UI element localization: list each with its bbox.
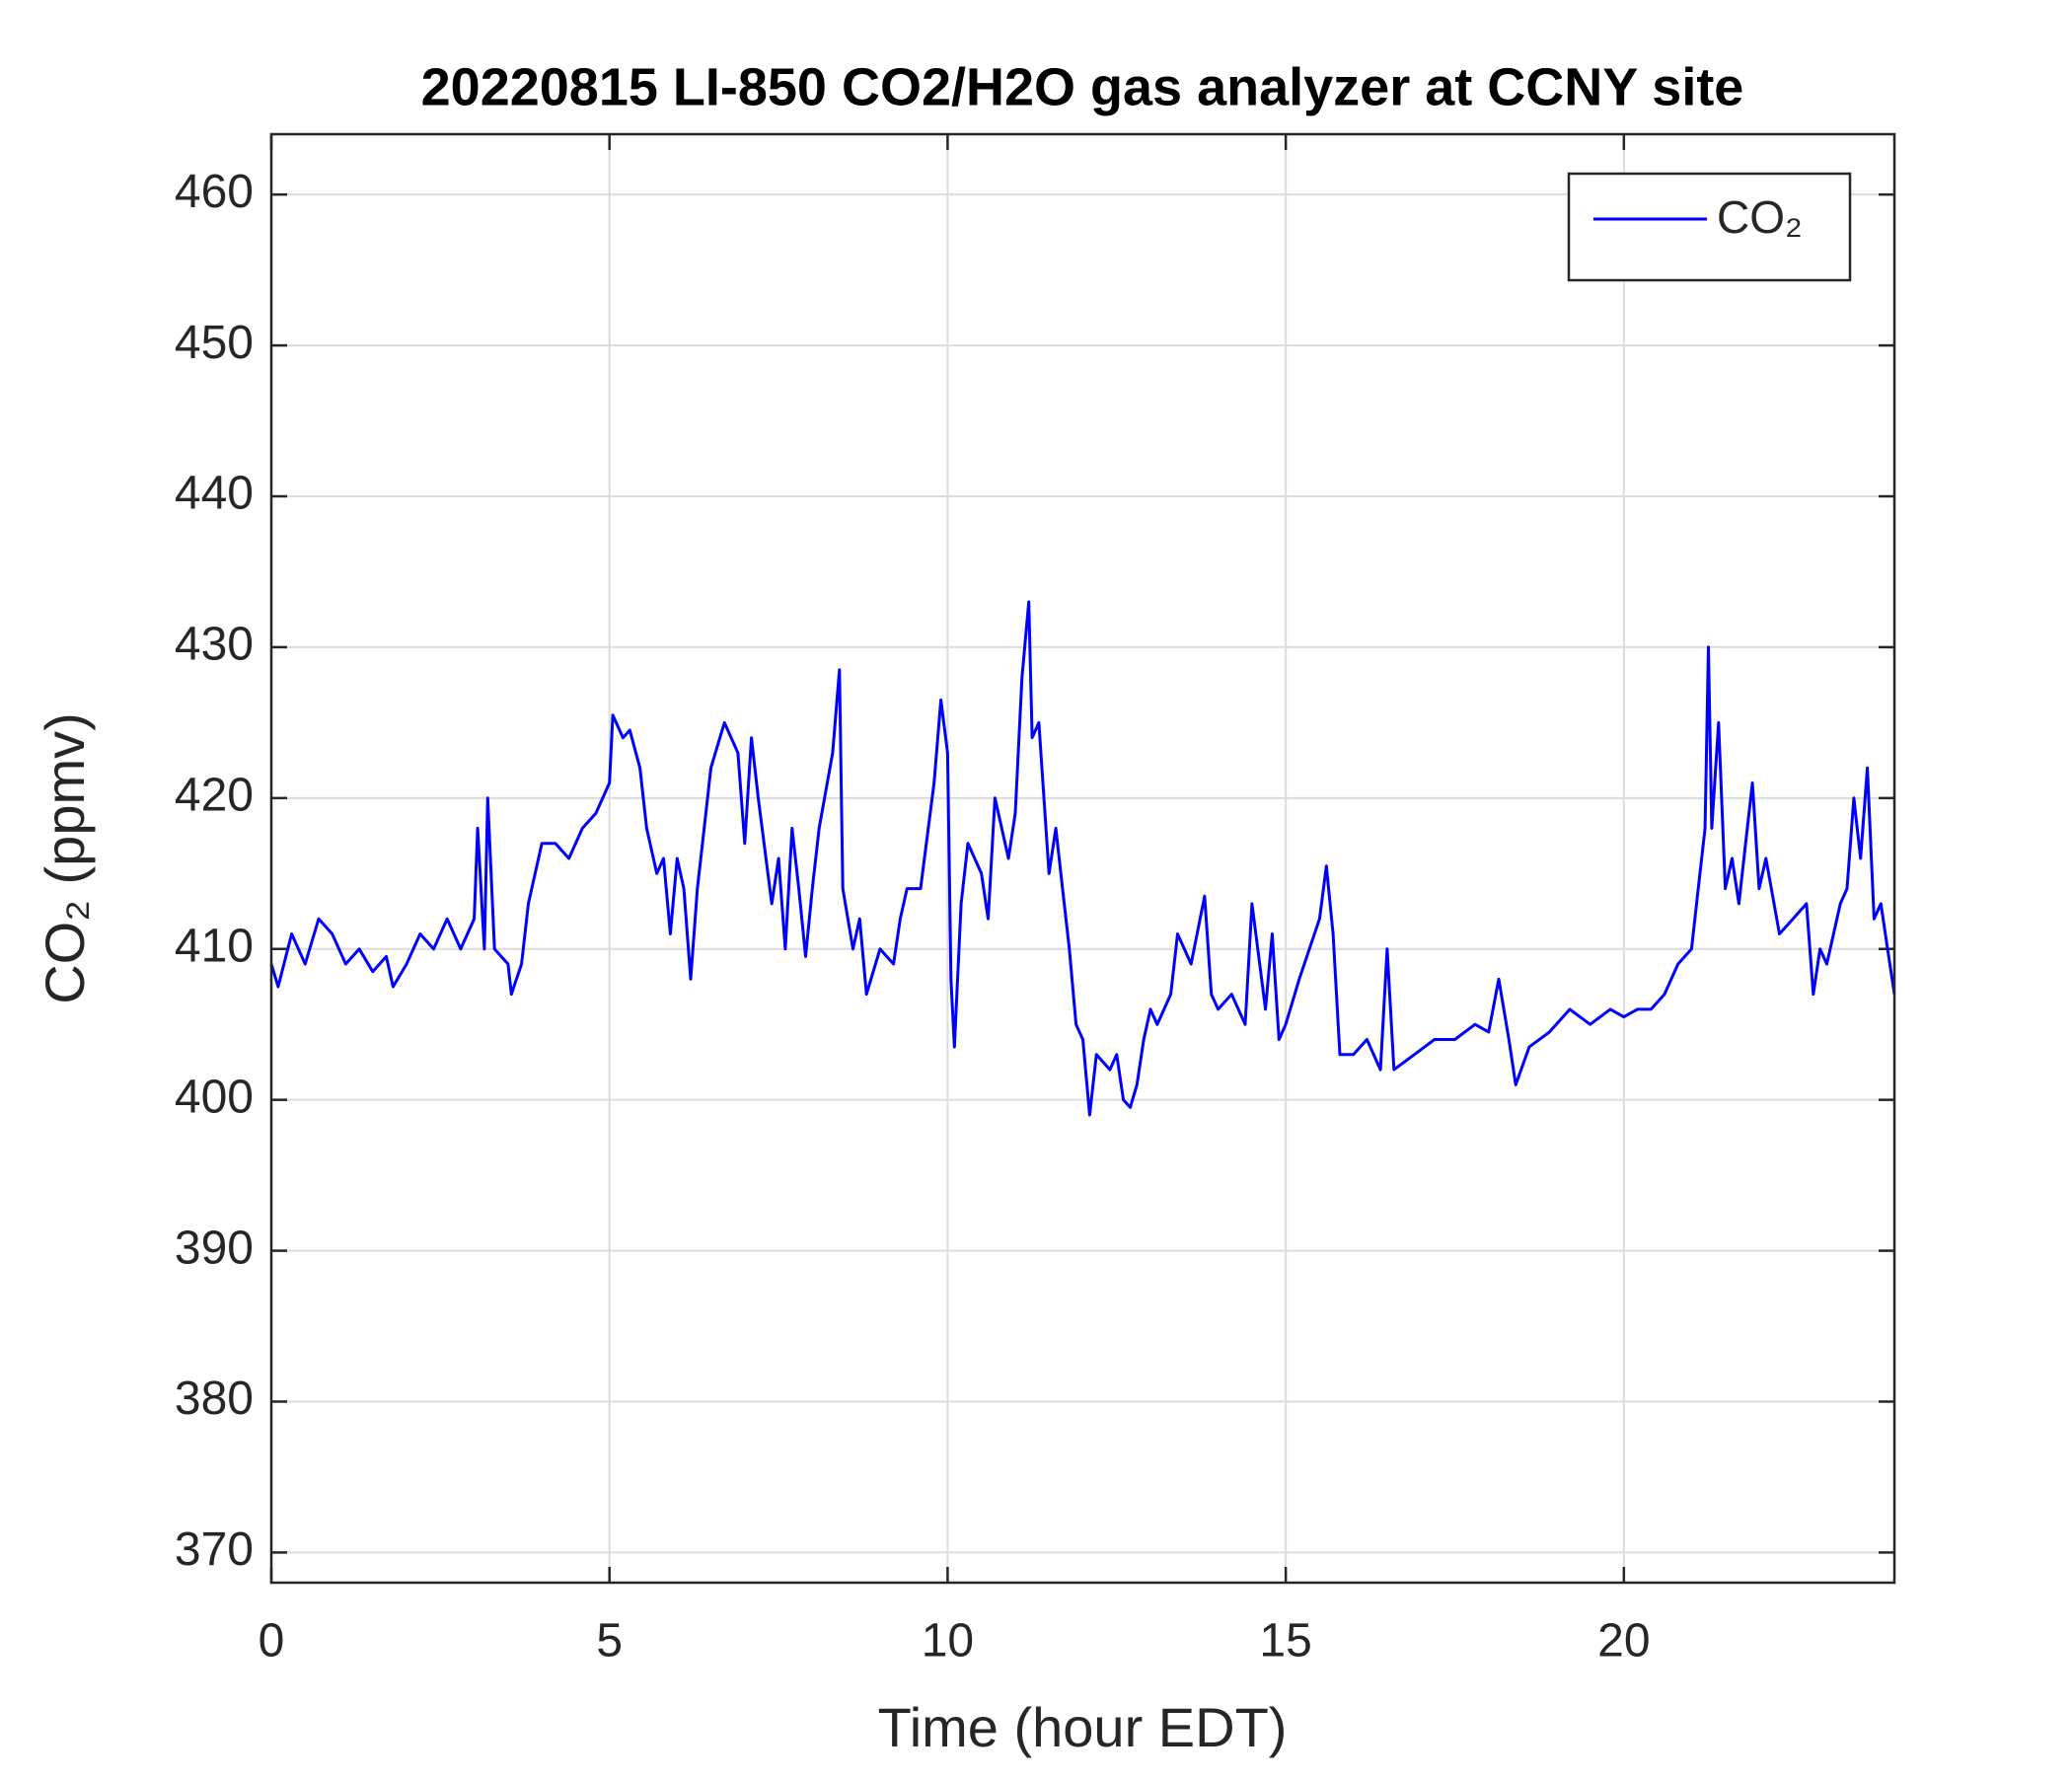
y-tick-label: 430 [175,619,254,671]
y-axis-label: CO₂ (ppmv) [34,712,96,1004]
x-axis-label: Time (hour EDT) [878,1696,1288,1758]
data-line [269,600,1896,1117]
y-tick-label: 460 [175,166,254,218]
y-tick-label: 400 [175,1071,254,1123]
y-tick-label: 370 [175,1523,254,1576]
y-tick-label: 450 [175,317,254,369]
x-tick-label: 10 [922,1615,974,1668]
legend-label: CO₂ [1717,191,1803,243]
x-tick-label: 15 [1259,1615,1311,1668]
y-tick-label: 410 [175,920,254,972]
legend-box [1567,172,1852,282]
y-tick-label: 420 [175,770,254,822]
chart-title: 20220815 LI-850 CO2/H2O gas analyzer at … [421,57,1744,116]
y-tick-label: 440 [175,468,254,520]
y-tick-label: 390 [175,1222,254,1274]
x-tick-label: 0 [259,1615,285,1668]
x-tick-label: 20 [1597,1615,1650,1668]
x-tick-label: 5 [596,1615,623,1668]
y-tick-label: 380 [175,1373,254,1425]
axes-box [269,132,1896,1585]
